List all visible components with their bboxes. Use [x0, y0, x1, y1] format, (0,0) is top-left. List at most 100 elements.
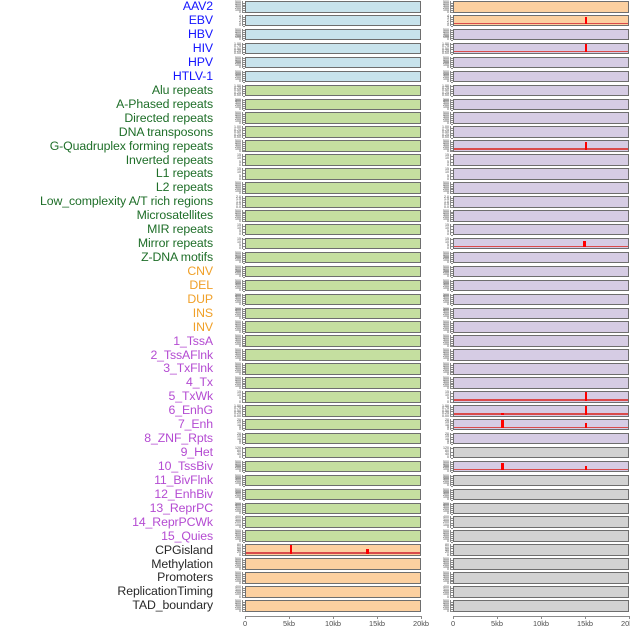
track-right-hiv[interactable]: [453, 42, 629, 55]
track-right-cpgisland[interactable]: [453, 544, 629, 556]
track-right-l1-repeats[interactable]: [453, 168, 629, 180]
track-right-del[interactable]: [453, 279, 629, 292]
track-left-z-dna-motifs[interactable]: [245, 251, 421, 264]
y-tick-mark: [243, 207, 245, 209]
y-tick-mark: [243, 286, 245, 288]
track-left-inverted-repeats[interactable]: [245, 154, 421, 166]
track-right-hbv[interactable]: [453, 28, 629, 41]
track-right-promoters[interactable]: [453, 572, 629, 584]
track-right-replicationtiming[interactable]: [453, 586, 629, 598]
track-left-l2-repeats[interactable]: [245, 182, 421, 194]
track-left-13-reprpc[interactable]: [245, 502, 421, 515]
track-left-12-enhbiv[interactable]: [245, 488, 421, 501]
y-tick-mark: [451, 509, 453, 511]
track-right-4-tx[interactable]: [453, 377, 629, 389]
track-left-aav2[interactable]: [245, 1, 421, 13]
track-right-htlv-1[interactable]: [453, 70, 629, 83]
track-left-ebv[interactable]: [245, 14, 421, 27]
track-right-methylation[interactable]: [453, 558, 629, 570]
y-tick-label: 100: [235, 495, 241, 500]
track-left-tad-boundary[interactable]: [245, 600, 421, 612]
track-right-15-quies[interactable]: [453, 530, 629, 542]
track-left-9-het[interactable]: [245, 446, 421, 459]
track-right-ebv[interactable]: [453, 14, 629, 27]
y-tick-label: 15: [237, 153, 241, 158]
track-left-14-reprpcwk[interactable]: [245, 516, 421, 528]
track-left-alu-repeats[interactable]: [245, 84, 421, 97]
track-left-inv[interactable]: [245, 321, 421, 333]
track-right-low-complexity-a-t-rich-regions[interactable]: [453, 196, 629, 208]
track-left-microsatellites[interactable]: [245, 209, 421, 222]
track-left-1-tssa[interactable]: [245, 335, 421, 347]
track-right-2-tssaflnk[interactable]: [453, 349, 629, 361]
track-right-a-phased-repeats[interactable]: [453, 98, 629, 111]
y-tick-label: 300: [235, 254, 241, 259]
track-right-mir-repeats[interactable]: [453, 223, 629, 236]
track-right-z-dna-motifs[interactable]: [453, 251, 629, 264]
track-left-low-complexity-a-t-rich-regions[interactable]: [245, 196, 421, 208]
track-right-1-tssa[interactable]: [453, 335, 629, 347]
track-right-g-quadruplex-forming-repeats[interactable]: [453, 140, 629, 152]
track-left-hbv[interactable]: [245, 28, 421, 41]
track-left-4-tx[interactable]: [245, 377, 421, 389]
track-right-5-txwk[interactable]: [453, 391, 629, 403]
track-left-cpgisland[interactable]: [245, 544, 421, 556]
y-tick-label: 300: [235, 296, 241, 301]
y-tick-label: 0: [447, 190, 449, 195]
track-right-6-enhg[interactable]: [453, 405, 629, 417]
track-left-10-tssbiv[interactable]: [245, 460, 421, 473]
track-right-11-bivflnk[interactable]: [453, 474, 629, 487]
track-left-7-enh[interactable]: [245, 418, 421, 431]
track-left-l1-repeats[interactable]: [245, 168, 421, 180]
track-left-methylation[interactable]: [245, 558, 421, 570]
y-tick-mark: [243, 274, 245, 276]
track-right-dup[interactable]: [453, 293, 629, 306]
track-right-directed-repeats[interactable]: [453, 112, 629, 124]
track-right-dna-transposons[interactable]: [453, 126, 629, 138]
track-left-replicationtiming[interactable]: [245, 586, 421, 598]
track-left-3-txflnk[interactable]: [245, 363, 421, 375]
track-right-cnv[interactable]: [453, 265, 629, 278]
track-right-alu-repeats[interactable]: [453, 84, 629, 97]
track-left-hiv[interactable]: [245, 42, 421, 55]
track-left-15-quies[interactable]: [245, 530, 421, 542]
track-left-11-bivflnk[interactable]: [245, 474, 421, 487]
track-right-hpv[interactable]: [453, 56, 629, 69]
track-left-del[interactable]: [245, 279, 421, 292]
track-left-ins[interactable]: [245, 307, 421, 320]
track-right-7-enh[interactable]: [453, 418, 629, 431]
track-right-10-tssbiv[interactable]: [453, 460, 629, 473]
track-left-6-enhg[interactable]: [245, 405, 421, 417]
track-left-promoters[interactable]: [245, 572, 421, 584]
track-right-l2-repeats[interactable]: [453, 182, 629, 194]
track-right-microsatellites[interactable]: [453, 209, 629, 222]
track-left-a-phased-repeats[interactable]: [245, 98, 421, 111]
y-tick-label: 15: [237, 236, 241, 241]
track-right-9-het[interactable]: [453, 446, 629, 459]
track-left-directed-repeats[interactable]: [245, 112, 421, 124]
track-right-14-reprpcwk[interactable]: [453, 516, 629, 528]
y-tick-label: 0.00: [442, 134, 449, 139]
track-right-ins[interactable]: [453, 307, 629, 320]
track-right-3-txflnk[interactable]: [453, 363, 629, 375]
track-left-cnv[interactable]: [245, 265, 421, 278]
track-left-mir-repeats[interactable]: [245, 223, 421, 236]
track-left-dup[interactable]: [245, 293, 421, 306]
track-right-tad-boundary[interactable]: [453, 600, 629, 612]
track-left-8-znf-rpts[interactable]: [245, 432, 421, 445]
track-right-inverted-repeats[interactable]: [453, 154, 629, 166]
track-right-13-reprpc[interactable]: [453, 502, 629, 515]
track-right-inv[interactable]: [453, 321, 629, 333]
track-left-2-tssaflnk[interactable]: [245, 349, 421, 361]
track-left-5-txwk[interactable]: [245, 391, 421, 403]
track-right-aav2[interactable]: [453, 1, 629, 13]
track-left-htlv-1[interactable]: [245, 70, 421, 83]
track-left-g-quadruplex-forming-repeats[interactable]: [245, 140, 421, 152]
track-left-hpv[interactable]: [245, 56, 421, 69]
track-right-mirror-repeats[interactable]: [453, 237, 629, 250]
track-left-dna-transposons[interactable]: [245, 126, 421, 138]
track-right-12-enhbiv[interactable]: [453, 488, 629, 501]
track-right-8-znf-rpts[interactable]: [453, 432, 629, 445]
y-tick-mark: [451, 135, 453, 137]
track-left-mirror-repeats[interactable]: [245, 237, 421, 250]
